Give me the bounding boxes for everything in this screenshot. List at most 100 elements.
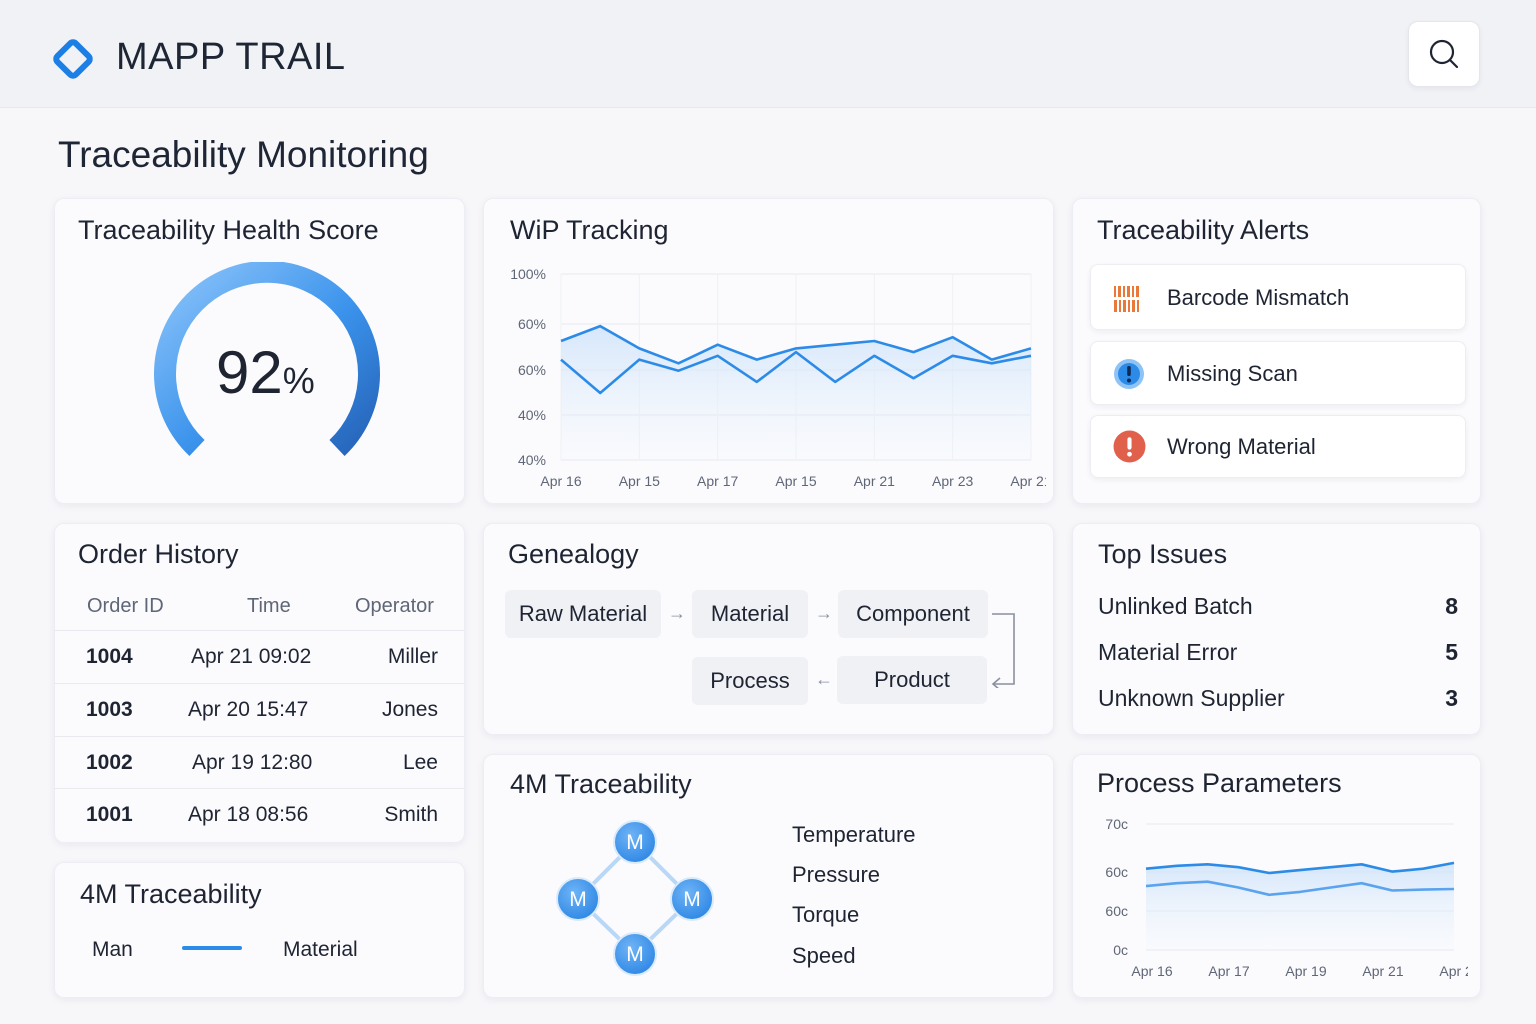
alert-wrong-material[interactable]: Wrong Material bbox=[1090, 415, 1466, 478]
m4-node-label: M bbox=[569, 888, 587, 911]
alert-missing-scan[interactable]: Missing Scan bbox=[1090, 341, 1466, 405]
alert-label: Wrong Material bbox=[1167, 434, 1316, 459]
param-pressure: Pressure bbox=[792, 862, 881, 887]
x-tick-label: Apr 15 bbox=[775, 473, 816, 489]
param-temperature: Temperature bbox=[792, 822, 916, 847]
issue-unlinked-batch[interactable]: Unlinked Batch bbox=[1098, 593, 1253, 619]
error-icon bbox=[1113, 430, 1146, 463]
m4-diagram: M M M M bbox=[556, 820, 714, 976]
process-parameters-title: Process Parameters bbox=[1097, 768, 1342, 798]
search-icon bbox=[1429, 39, 1459, 69]
m4-node[interactable]: M bbox=[613, 932, 657, 976]
table-row[interactable]: 1004 Apr 21 09:02 Miller bbox=[54, 630, 464, 682]
connector-line bbox=[991, 613, 1015, 688]
param-speed: Speed bbox=[792, 943, 856, 968]
series-area bbox=[1146, 862, 1454, 950]
m4-card bbox=[483, 754, 1054, 998]
x-tick-label: Apr 21 bbox=[1362, 963, 1403, 979]
issue-material-error[interactable]: Material Error bbox=[1098, 639, 1238, 665]
x-tick-label: Apr 21 bbox=[1439, 963, 1468, 979]
y-tick-label: 100% bbox=[510, 266, 546, 282]
column-header-operator[interactable]: Operator bbox=[355, 595, 434, 617]
top-issues-card bbox=[1072, 523, 1481, 735]
column-header-time[interactable]: Time bbox=[247, 595, 291, 617]
order-history-title: Order History bbox=[78, 539, 239, 569]
x-tick-label: Apr 23 bbox=[932, 473, 973, 489]
x-tick-label: Apr 21 bbox=[1010, 473, 1046, 489]
y-tick-label: 60c bbox=[1105, 903, 1128, 919]
genealogy-node-product[interactable]: Product bbox=[837, 656, 987, 704]
legend-line bbox=[182, 946, 242, 950]
info-icon bbox=[1114, 359, 1144, 389]
m4-summary-title: 4M Traceability bbox=[80, 879, 262, 909]
y-tick-label: 60% bbox=[518, 362, 546, 378]
m4-node[interactable]: M bbox=[613, 820, 657, 864]
top-issues-title: Top Issues bbox=[1098, 539, 1228, 569]
y-tick-label: 40% bbox=[518, 452, 546, 468]
brand-name: MAPP TRAIL bbox=[116, 36, 346, 78]
m4-node-label: M bbox=[626, 943, 644, 966]
genealogy-node-material[interactable]: Material bbox=[692, 590, 808, 638]
genealogy-node-component[interactable]: Component bbox=[838, 590, 988, 638]
order-operator: Smith bbox=[384, 803, 438, 826]
y-tick-label: 0c bbox=[1113, 942, 1128, 958]
health-score-title: Traceability Health Score bbox=[78, 215, 379, 245]
order-id: 1004 bbox=[86, 645, 133, 668]
arrow-left-icon: ← bbox=[815, 669, 833, 689]
y-tick-label: 60% bbox=[518, 316, 546, 332]
table-row[interactable]: 1002 Apr 19 12:80 Lee bbox=[54, 736, 464, 788]
gauge-arc bbox=[154, 262, 380, 456]
genealogy-node-raw-material[interactable]: Raw Material bbox=[505, 590, 661, 638]
issue-unknown-supplier[interactable]: Unknown Supplier bbox=[1098, 685, 1285, 711]
health-score-card bbox=[54, 198, 465, 504]
issue-count: 8 bbox=[1445, 593, 1458, 619]
m4-node[interactable]: M bbox=[670, 877, 714, 921]
order-time: Apr 21 09:02 bbox=[191, 645, 312, 668]
m4-node-label: M bbox=[626, 831, 644, 854]
legend-man: Man bbox=[92, 938, 133, 961]
arrow-right-icon: → bbox=[815, 603, 833, 623]
logo-icon bbox=[53, 39, 93, 79]
m4-title: 4M Traceability bbox=[510, 769, 692, 799]
issue-count: 5 bbox=[1445, 639, 1458, 665]
y-tick-label: 70c bbox=[1105, 816, 1128, 832]
wip-chart: 100% 60% 60% 40% 40% Apr 16 Apr 15 Apr 17 Apr 15… bbox=[510, 266, 1046, 489]
health-score-number: 92 bbox=[216, 339, 283, 406]
x-tick-label: Apr 16 bbox=[1131, 963, 1172, 979]
order-time: Apr 18 08:56 bbox=[188, 803, 309, 826]
order-operator: Jones bbox=[381, 698, 438, 721]
table-row[interactable]: 1003 Apr 20 15:47 Jones bbox=[54, 683, 464, 735]
x-tick-label: Apr 21 bbox=[854, 473, 895, 489]
alerts-title: Traceability Alerts bbox=[1097, 215, 1310, 245]
m4-node[interactable]: M bbox=[556, 877, 600, 921]
alert-label: Missing Scan bbox=[1167, 361, 1298, 386]
y-tick-label: 40% bbox=[518, 407, 546, 423]
order-operator: Lee bbox=[402, 751, 438, 774]
column-header-order-id[interactable]: Order ID bbox=[87, 595, 164, 617]
m4-node-label: M bbox=[683, 888, 701, 911]
wip-title: WiP Tracking bbox=[510, 215, 669, 245]
table-row[interactable]: 1001 Apr 18 08:56 Smith bbox=[54, 788, 464, 840]
search-button[interactable] bbox=[1408, 21, 1480, 87]
x-tick-label: Apr 17 bbox=[1208, 963, 1249, 979]
order-id: 1002 bbox=[86, 751, 133, 774]
arrow-right-icon: → bbox=[668, 603, 686, 623]
order-time: Apr 20 15:47 bbox=[188, 698, 309, 721]
alert-barcode-mismatch[interactable]: Barcode Mismatch bbox=[1090, 264, 1466, 330]
issue-count: 3 bbox=[1445, 685, 1458, 711]
x-tick-label: Apr 17 bbox=[697, 473, 738, 489]
param-torque: Torque bbox=[792, 902, 860, 927]
order-time: Apr 19 12:80 bbox=[192, 751, 313, 774]
app-header: MAPP TRAIL bbox=[0, 0, 1536, 108]
x-tick-label: Apr 16 bbox=[540, 473, 581, 489]
genealogy-node-process[interactable]: Process bbox=[692, 657, 808, 705]
alert-label: Barcode Mismatch bbox=[1167, 285, 1350, 310]
y-tick-label: 60c bbox=[1105, 864, 1128, 880]
order-id: 1001 bbox=[86, 803, 133, 826]
m4-summary-card bbox=[54, 862, 465, 998]
x-tick-label: Apr 15 bbox=[619, 473, 660, 489]
order-id: 1003 bbox=[86, 698, 133, 721]
legend-material: Material bbox=[283, 938, 358, 961]
series-area bbox=[561, 326, 1031, 460]
